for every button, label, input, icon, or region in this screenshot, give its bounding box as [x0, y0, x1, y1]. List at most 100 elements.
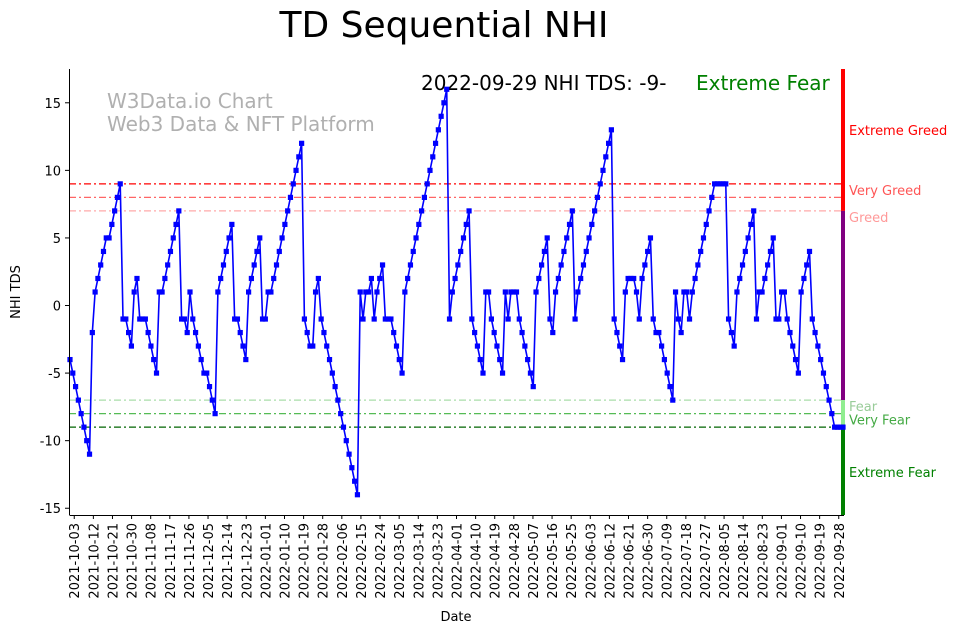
data-point — [558, 262, 564, 268]
status-label: Extreme Fear — [696, 71, 831, 95]
data-point — [809, 316, 815, 322]
data-point — [329, 370, 335, 376]
data-point — [142, 316, 148, 322]
x-tick-label: 2021-10-21 — [107, 523, 122, 599]
data-point — [340, 424, 347, 430]
data-point — [494, 343, 500, 349]
data-point — [432, 140, 439, 146]
data-point — [396, 356, 402, 363]
data-point — [416, 221, 422, 228]
data-point — [463, 221, 469, 228]
data-point — [92, 289, 98, 295]
data-point — [720, 181, 726, 187]
data-point — [293, 167, 299, 173]
data-point — [151, 356, 157, 363]
x-tick-label: 2022-07-27 — [699, 523, 714, 599]
data-point — [753, 316, 760, 322]
data-point — [725, 316, 732, 322]
x-tick-label: 2022-09-10 — [795, 523, 810, 599]
data-point — [767, 248, 774, 255]
x-tick-label: 2022-09-19 — [814, 523, 829, 599]
data-point — [254, 248, 260, 255]
data-point — [265, 289, 271, 295]
data-point — [410, 248, 416, 255]
data-point — [176, 208, 182, 214]
data-point — [561, 248, 567, 255]
data-point — [204, 370, 210, 376]
data-point — [578, 275, 584, 282]
data-point — [801, 275, 807, 282]
data-point — [731, 343, 737, 349]
data-point — [187, 289, 193, 295]
data-point — [123, 316, 129, 322]
side-bar-label: Extreme Fear — [849, 466, 937, 481]
data-point — [251, 262, 257, 268]
data-point — [324, 343, 330, 349]
side-bar-segment — [841, 400, 845, 425]
data-point — [550, 329, 556, 336]
data-point — [594, 194, 601, 200]
data-point — [684, 289, 690, 295]
x-tick-label: 2021-10-30 — [126, 523, 141, 599]
data-point — [572, 316, 578, 322]
data-point — [273, 262, 280, 268]
data-point — [312, 289, 319, 295]
data-point — [698, 248, 704, 255]
data-point — [734, 289, 740, 295]
data-point — [257, 235, 263, 241]
data-point — [798, 289, 804, 295]
x-tick-label: 2022-09-28 — [833, 523, 848, 599]
x-tick-label: 2021-10-03 — [68, 523, 83, 599]
data-point — [795, 370, 801, 376]
data-point — [81, 424, 87, 430]
x-tick-label: 2022-09-01 — [775, 523, 790, 599]
data-point — [159, 289, 165, 295]
data-point — [541, 248, 547, 255]
data-point — [148, 343, 154, 349]
data-point — [664, 370, 670, 376]
data-point — [419, 208, 425, 214]
data-point — [840, 424, 846, 430]
data-point — [393, 343, 400, 349]
data-point — [480, 370, 486, 376]
x-tick-label: 2022-02-15 — [355, 523, 370, 599]
data-point — [190, 316, 196, 322]
watermark-line-1: W3Data.io Chart — [107, 89, 273, 113]
x-tick-label: 2022-06-30 — [642, 523, 657, 599]
data-point — [301, 316, 308, 322]
data-point — [580, 262, 587, 268]
data-point — [84, 438, 90, 444]
data-point — [156, 289, 162, 295]
data-point — [153, 370, 160, 376]
data-point — [516, 316, 522, 322]
data-point — [137, 316, 143, 322]
data-point — [131, 289, 137, 295]
data-point — [628, 275, 634, 282]
x-tick-label: 2022-08-23 — [756, 523, 771, 599]
data-point — [167, 248, 174, 255]
data-point — [650, 316, 656, 322]
y-tick-label: -15 — [40, 502, 61, 517]
data-point — [656, 329, 662, 336]
data-point — [343, 438, 349, 444]
data-point — [368, 275, 374, 282]
data-point — [357, 289, 363, 295]
data-point — [622, 289, 628, 295]
nhi-tds-series — [67, 86, 846, 498]
x-tick-label: 2021-11-26 — [183, 523, 198, 599]
data-point — [162, 275, 168, 282]
data-point — [667, 384, 673, 390]
level-label: Very Greed — [849, 184, 921, 199]
series-line — [69, 89, 843, 495]
x-tick-label: 2022-05-25 — [565, 523, 580, 599]
x-tick-label: 2021-12-05 — [202, 523, 217, 599]
data-point — [530, 384, 536, 390]
data-point — [321, 329, 327, 336]
data-point — [354, 492, 361, 498]
data-point — [647, 235, 654, 241]
data-point — [787, 329, 793, 336]
data-point — [614, 329, 620, 336]
data-point — [318, 316, 324, 322]
data-point — [430, 154, 436, 160]
data-point — [566, 221, 573, 228]
